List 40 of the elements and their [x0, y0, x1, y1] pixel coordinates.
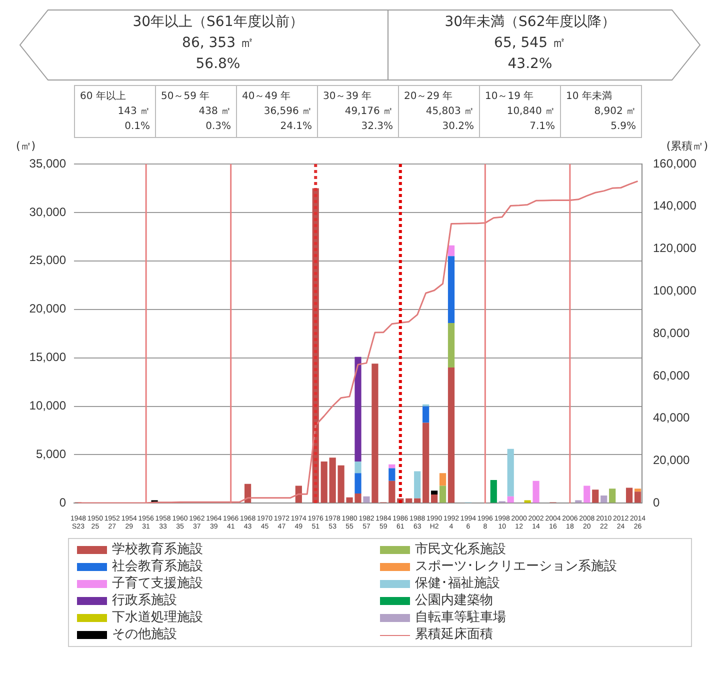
y2-tick-label: 60,000 — [653, 368, 690, 382]
y-axis-title: (㎡) — [16, 139, 36, 152]
text: 30年以上（S61年度以前） 86, 353 ㎡ 56.8% — [132, 13, 304, 74]
y-tick-label: 25,000 — [29, 253, 66, 268]
y-tick-label: 5,000 — [36, 447, 66, 462]
legend-label: スポーツ･レクリエーション系施設 — [415, 559, 617, 575]
text: 40～49 年 36,596 ㎡ 24.1% — [242, 90, 312, 134]
text: 60 年以上 143 ㎡ 0.1% — [80, 90, 150, 134]
legend-label: 社会教育系施設 — [112, 559, 203, 575]
text: 20～29 年 45,803 ㎡ 30.2% — [404, 90, 474, 134]
legend-label: 学校教育系施設 — [112, 542, 203, 558]
legend-label: 保健･福祉施設 — [415, 576, 500, 592]
text: 50～59 年 438 ㎡ 0.3% — [161, 90, 231, 134]
y2-tick-label: 0 — [653, 496, 660, 510]
legend-label: 市民文化系施設 — [415, 542, 506, 558]
legend-label: 累積延床面積 — [415, 627, 493, 643]
legend-label: 下水道処理施設 — [112, 610, 203, 626]
y2-tick-label: 140,000 — [653, 198, 697, 213]
text: 10～19 年 10,840 ㎡ 7.1% — [485, 90, 555, 134]
text: 30～39 年 49,176 ㎡ 32.3% — [323, 90, 393, 134]
y2-tick-label: 160,000 — [653, 156, 697, 170]
text: 30年未満（S62年度以降） 65, 545 ㎡ 43.2% — [444, 13, 616, 74]
y-tick-label: 30,000 — [29, 204, 66, 219]
y-tick-label: 10,000 — [29, 398, 66, 413]
text: 10 年未満 8,902 ㎡ 5.9% — [566, 90, 636, 134]
legend-label: 公園内建築物 — [415, 593, 493, 609]
y-tick-label: 35,000 — [29, 156, 66, 170]
y2-tick-label: 80,000 — [653, 326, 690, 340]
y-tick-label: 0 — [59, 496, 66, 510]
y2-tick-label: 120,000 — [653, 241, 697, 256]
y2-tick-label: 20,000 — [653, 453, 690, 468]
legend-label: 自転車等駐車場 — [415, 610, 506, 626]
y2-axis-title: (累積㎡) — [666, 139, 708, 152]
legend-label: その他施設 — [112, 627, 177, 643]
y2-tick-label: 100,000 — [653, 284, 697, 298]
legend-label: 子育て支援施設 — [112, 576, 203, 592]
y-tick-label: 15,000 — [29, 350, 66, 364]
legend-label: 行政系施設 — [112, 593, 177, 609]
y2-tick-label: 40,000 — [653, 410, 690, 425]
y-tick-label: 20,000 — [29, 302, 66, 316]
